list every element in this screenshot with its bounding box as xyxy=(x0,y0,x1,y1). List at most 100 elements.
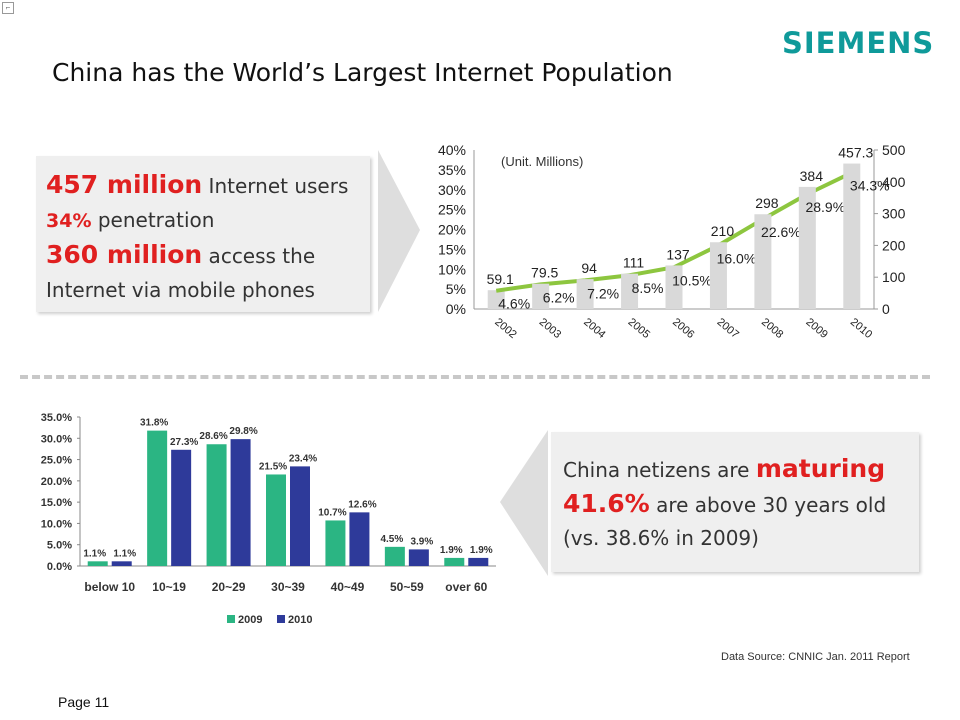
age-bar-2009 xyxy=(444,557,465,566)
left-tick-label: 35% xyxy=(438,162,466,178)
year-tick-label: 2003 xyxy=(537,316,563,341)
slide-title: China has the World’s Largest Internet P… xyxy=(52,58,673,87)
year-tick-label: 2007 xyxy=(715,316,741,341)
users-value-label: 384 xyxy=(800,168,824,184)
y-tick-label: 20.0% xyxy=(41,476,72,488)
users-bar xyxy=(621,273,639,309)
y-tick-label: 10.0% xyxy=(41,518,72,530)
age-value-label: 27.3% xyxy=(170,437,198,448)
right-tick-label: 100 xyxy=(882,269,906,285)
penetration-figure: 34% xyxy=(46,210,92,232)
age-bar-2010 xyxy=(111,561,132,566)
users-figure: 457 million xyxy=(46,170,203,199)
age-bar-2010 xyxy=(468,557,489,566)
right-tick-label: 500 xyxy=(882,142,906,158)
age-category-label: below 10 xyxy=(84,580,135,594)
right-tick-label: 0 xyxy=(882,301,890,317)
age-bar-2010 xyxy=(349,512,370,566)
users-value-label: 457.3 xyxy=(838,145,873,161)
users-bar xyxy=(665,265,683,309)
unit-note: (Unit. Millions) xyxy=(501,154,583,169)
age-value-label: 1.9% xyxy=(440,545,463,556)
users-bar xyxy=(576,279,594,309)
age-bar-2009 xyxy=(384,546,405,566)
age-value-label: 10.7% xyxy=(318,507,346,518)
penetration-value-label: 7.2% xyxy=(587,285,619,301)
left-tick-label: 10% xyxy=(438,261,466,277)
y-tick-label: 15.0% xyxy=(41,497,72,509)
age-bar-2010 xyxy=(230,439,251,566)
age-value-label: 31.8% xyxy=(140,418,168,429)
left-tick-label: 15% xyxy=(438,241,466,257)
users-bar xyxy=(532,283,550,309)
y-tick-label: 35.0% xyxy=(41,412,72,424)
y-tick-label: 30.0% xyxy=(41,433,72,445)
y-tick-label: 5.0% xyxy=(47,540,72,552)
penetration-value-label: 22.6% xyxy=(761,224,801,240)
section-divider xyxy=(20,375,930,379)
age-bar-2010 xyxy=(290,466,310,566)
year-tick-label: 2004 xyxy=(581,316,607,341)
share-text: are above 30 years old xyxy=(649,493,887,517)
users-value-label: 111 xyxy=(623,255,644,271)
age-bar-2010 xyxy=(171,449,192,566)
year-tick-label: 2008 xyxy=(759,316,785,341)
users-bar xyxy=(843,163,861,309)
users-bar xyxy=(709,242,727,309)
y-tick-label: 25.0% xyxy=(41,455,72,467)
users-bar xyxy=(798,186,816,309)
age-value-label: 3.9% xyxy=(410,536,433,547)
left-tick-label: 5% xyxy=(446,281,466,297)
age-distribution-chart: 0.0% 5.0% 10.0% 15.0% 20.0% 25.0% 30.0% 35.0% 1.… xyxy=(41,412,496,626)
maturing-text: China netizens are xyxy=(563,458,756,482)
penetration-value-label: 6.2% xyxy=(543,289,575,305)
penetration-value-label: 28.9% xyxy=(805,199,845,215)
left-tick-label: 30% xyxy=(438,182,466,198)
siemens-logo: SIEMENS xyxy=(782,26,935,60)
year-tick-label: 2002 xyxy=(492,316,518,341)
users-value-label: 94 xyxy=(581,260,597,276)
year-tick-label: 2010 xyxy=(848,316,874,341)
internet-users-chart: 0% 5% 10% 15% 20% 25% 30% 35% 40% 0 100 200 300 400 50… xyxy=(438,142,906,341)
callout-line-maturing: China netizens are maturing xyxy=(563,452,919,487)
age-value-label: 21.5% xyxy=(259,461,287,472)
corner-marker: ⌐ xyxy=(2,2,14,14)
callout-line-mobile-2: Internet via mobile phones xyxy=(46,273,370,307)
age-category-label: 10~19 xyxy=(152,580,186,594)
callout-line-penetration: 34% penetration xyxy=(46,203,370,238)
share-figure: 41.6% xyxy=(563,489,650,518)
year-tick-label: 2009 xyxy=(803,316,829,341)
callout-line-mobile: 360 million access the xyxy=(46,238,370,273)
age-category-label: 40~49 xyxy=(331,580,365,594)
left-tick-label: 25% xyxy=(438,202,466,218)
users-bar xyxy=(487,290,505,309)
age-value-label: 1.1% xyxy=(113,548,136,559)
penetration-value-label: 16.0% xyxy=(717,250,757,266)
year-tick-label: 2005 xyxy=(626,316,652,341)
age-value-label: 23.4% xyxy=(289,453,317,464)
left-tick-label: 40% xyxy=(438,142,466,158)
age-category-label: 30~39 xyxy=(271,580,305,594)
penetration-text: penetration xyxy=(91,208,215,232)
left-tick-label: 0% xyxy=(446,301,466,317)
internet-users-callout: 457 million Internet users 34% penetrati… xyxy=(36,156,370,312)
netizens-maturing-callout: China netizens are maturing 41.6% are ab… xyxy=(551,432,919,572)
users-value-label: 79.5 xyxy=(531,265,558,281)
users-bar xyxy=(754,214,772,309)
age-value-label: 12.6% xyxy=(348,499,376,510)
y-tick-label: 0.0% xyxy=(47,561,72,573)
age-value-label: 1.9% xyxy=(470,545,493,556)
left-tick-label: 20% xyxy=(438,222,466,238)
legend-swatch-2010 xyxy=(277,615,285,623)
users-value-label: 298 xyxy=(755,195,779,211)
age-bar-2010 xyxy=(408,549,429,566)
age-value-label: 29.8% xyxy=(229,426,257,437)
age-bar-2009 xyxy=(147,430,168,566)
penetration-value-label: 4.6% xyxy=(498,296,530,312)
right-tick-label: 300 xyxy=(882,206,906,222)
callout-line-share: 41.6% are above 30 years old xyxy=(563,487,919,522)
callout-line-users: 457 million Internet users xyxy=(46,168,370,203)
right-tick-label: 400 xyxy=(882,174,906,190)
page-number: Page 11 xyxy=(58,694,110,710)
age-bar-2009 xyxy=(266,474,286,566)
